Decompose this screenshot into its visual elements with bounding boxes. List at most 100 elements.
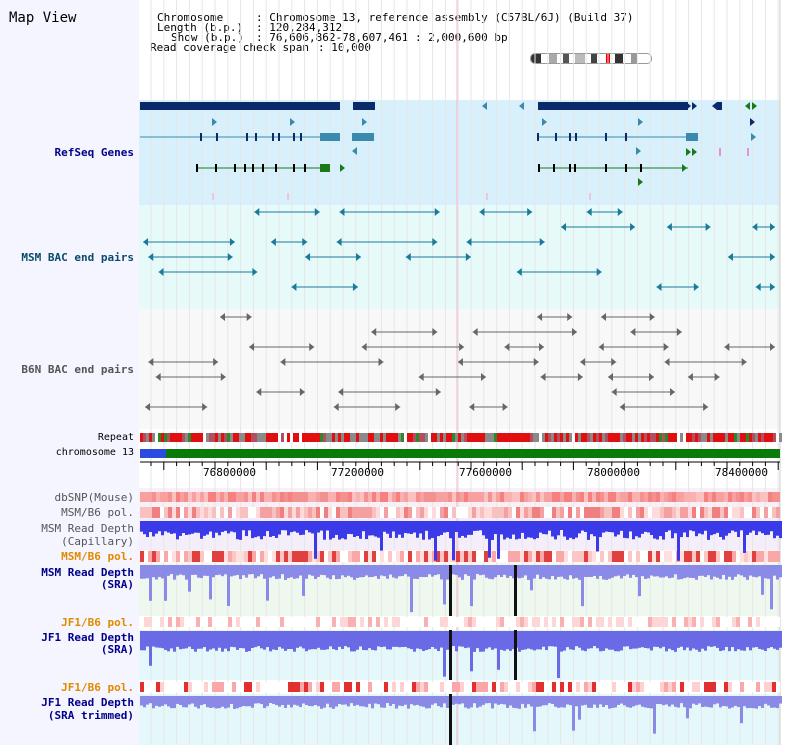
jf1-pol-cell [492,617,496,627]
capillary-depth-bar [299,521,302,536]
jf1-pol2-cell [524,682,528,692]
repeat-segment [458,433,461,442]
jf1-trim-depth-bar [410,696,413,705]
track-label-msm-pol[interactable]: MSM/B6 pol. [61,506,134,519]
repeat-segment [569,433,572,442]
jf1-pol-cell [716,617,720,627]
msm-pol-cell [164,507,168,518]
repeat-segment [590,433,593,442]
track-label-refseq[interactable]: RefSeq Genes [54,146,134,159]
chromosome-ideogram[interactable] [530,53,652,64]
msm-bac-pair-end [770,223,775,231]
b6n-bac-pair-end [220,313,226,321]
capillary-depth-bar [773,521,776,539]
repeat-segment [668,433,671,442]
track-label-jf1-trim[interactable]: JF1 Read Depth [41,696,134,709]
track-label-chromosome[interactable]: chromosome 13 [55,447,134,458]
gene-arrow [712,102,722,110]
b6n-bac-pair-end [598,343,604,351]
msm-pol2-cell [468,551,472,562]
jf1-trim-depth-bar [647,696,650,709]
msm-sra-depth-bar [641,565,644,577]
jf1-pol2-cell [732,682,736,692]
jf1-trim-depth-bar [542,696,545,706]
capillary-depth-bar [500,521,503,535]
msm-sra-depth-bar [320,565,323,575]
dbsnp-cell [384,492,388,502]
capillary-depth-bar [497,521,500,559]
dbsnp-cell [540,492,544,502]
msm-pol2-cell [504,551,508,562]
repeat-segment [752,433,755,442]
gene-exon [553,164,555,172]
track-label-msm-depth-cap[interactable]: MSM Read Depth [41,522,134,535]
jf1-trim-depth-bar [680,696,683,704]
dbsnp-cell [476,492,480,502]
jf1-pol2-cell [776,682,780,692]
jf1-pol-cell [168,617,172,627]
jf1-pol-cell [304,617,308,627]
jf1-trim-depth-bar [308,696,311,707]
msm-sra-depth-bar [728,565,731,577]
msm-pol-cell [600,507,604,518]
b6n-bac-pair-end [502,403,508,411]
b6n-bac-pair-end [202,403,208,411]
jf1-pol-cell [600,617,604,627]
capillary-depth-bar [215,521,218,533]
dbsnp-cell [152,492,156,502]
msm-bac-pair-end [630,223,636,231]
repeat-segment [686,433,689,442]
jf1-pol-cell [500,617,504,627]
track-label-msm-bac[interactable]: MSM BAC end pairs [21,251,134,264]
msm-pol-cell [612,507,616,518]
repeat-segment [488,433,491,442]
jf1-sra-depth-bar [485,631,488,649]
jf1-pol2-cell [284,682,288,692]
track-label-msm-pol-2[interactable]: MSM/B6 pol. [61,550,134,563]
jf1-pol-cell [456,617,460,627]
depth-marker-bar [449,630,452,680]
repeat-segment [209,433,212,442]
jf1-pol2-cell [224,682,228,692]
jf1-pol-cell [596,617,600,627]
msm-pol2-cell [544,551,548,562]
msm-sra-depth-bar [434,565,437,576]
track-label-jf1-depth[interactable]: JF1 Read Depth [41,631,134,644]
jf1-sra-depth-bar [149,631,152,666]
jf1-pol2-cell [448,682,452,692]
track-label-jf1-pol[interactable]: JF1/B6 pol. [61,616,134,629]
repeat-segment [500,433,503,442]
repeat-segment [572,433,575,442]
jf1-trim-depth-bar [731,696,734,708]
track-label-dbsnp[interactable]: dbSNP(Mouse) [54,491,134,504]
dbsnp-cell [508,492,512,502]
jf1-pol2-cell [636,682,640,692]
gene-arrow [692,148,697,156]
track-label-repeat[interactable]: Repeat [97,432,134,443]
capillary-depth-bar [731,521,734,531]
track-label-jf1-pol-2[interactable]: JF1/B6 pol. [61,681,134,694]
repeat-segment [206,433,209,442]
jf1-sra-depth-bar [491,631,494,650]
jf1-sra-depth-bar [671,631,674,651]
msm-sra-depth-bar [191,565,194,575]
msm-pol-cell [560,507,564,518]
capillary-depth-bar [689,521,692,531]
msm-sra-depth-bar [572,565,575,579]
jf1-pol-cell [512,617,516,627]
gene-arrow [482,102,487,110]
msm-pol2-cell [620,551,624,562]
jf1-sra-depth-bar [569,631,572,650]
dbsnp-cell [660,492,664,502]
track-label-b6n-bac[interactable]: B6N BAC end pairs [21,363,134,376]
msm-pol-cell [704,507,708,518]
jf1-sra-depth-bar [419,631,422,650]
jf1-pol-cell [416,617,420,627]
b6n-bac-pair-end [395,403,401,411]
msm-pol-cell [572,507,576,518]
msm-pol2-cell [660,551,664,562]
track-label-msm-depth-sra[interactable]: MSM Read Depth [41,566,134,579]
capillary-depth-bar [377,521,380,538]
dbsnp-cell [472,492,476,502]
msm-sra-depth-bar [275,565,278,580]
